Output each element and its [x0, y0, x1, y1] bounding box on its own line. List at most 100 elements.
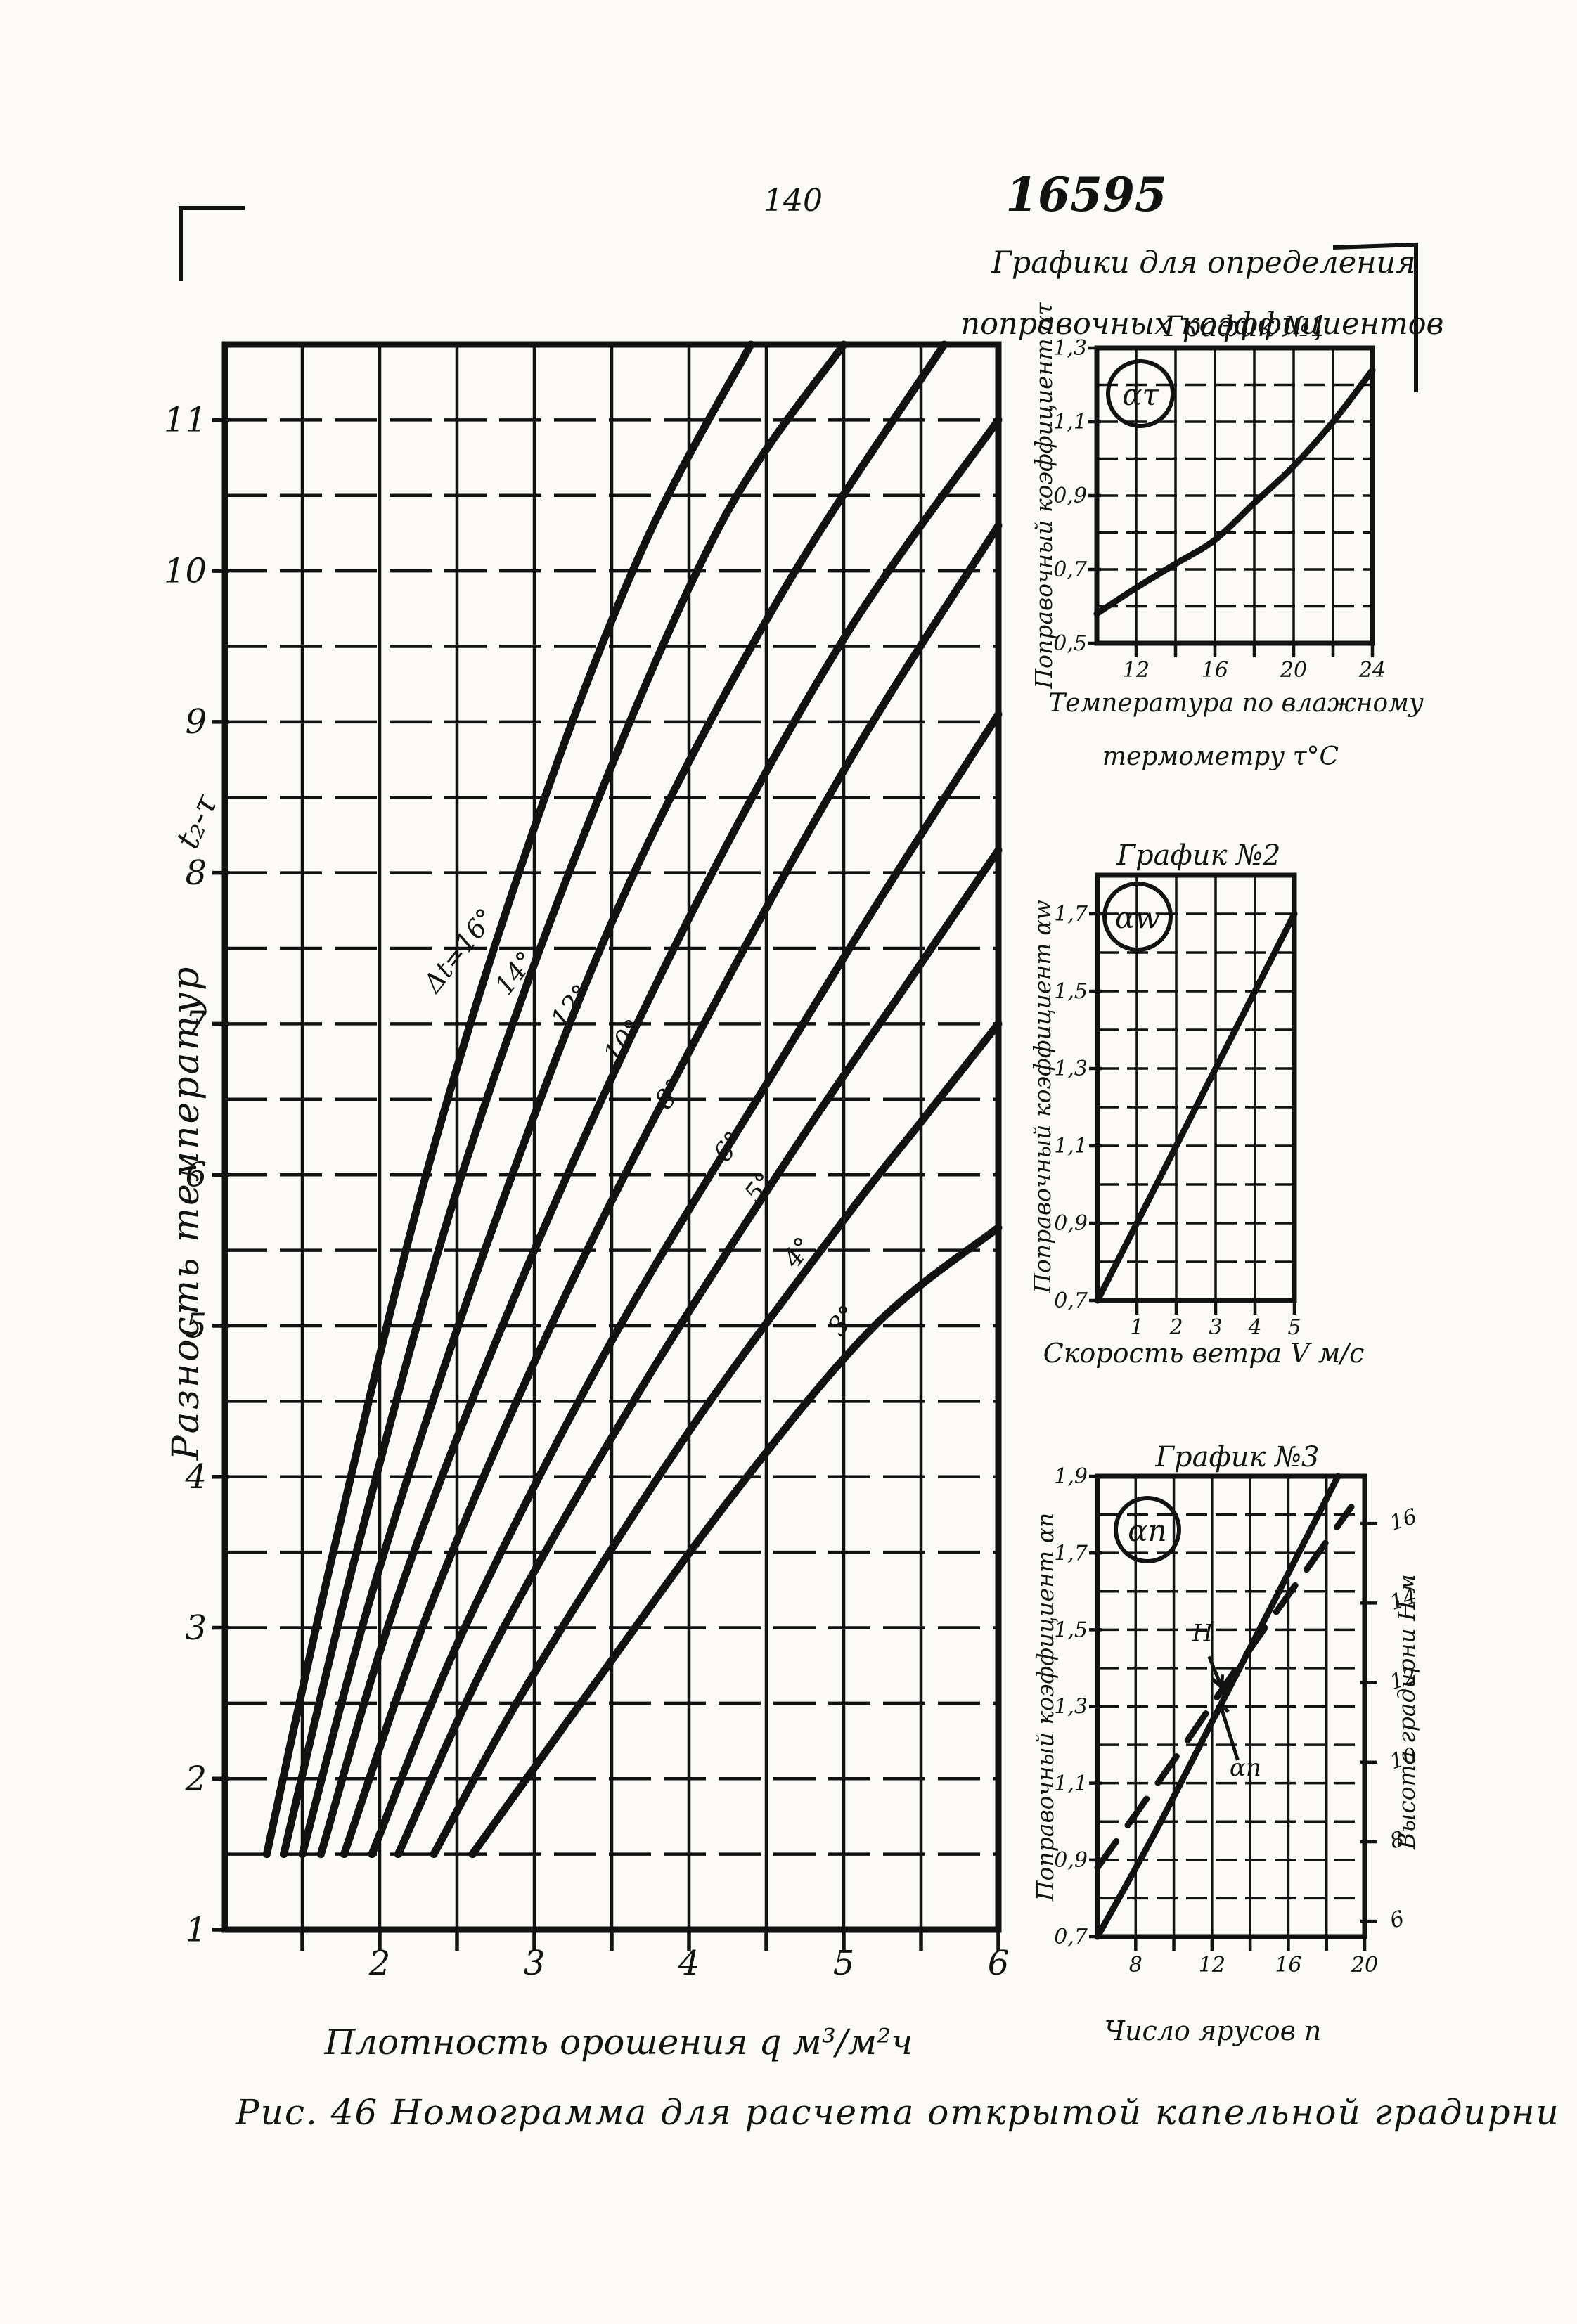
curve-ατ: [1093, 367, 1376, 617]
x-tick-label: 6: [988, 1944, 1010, 1983]
y-tick-label: 3: [185, 1608, 207, 1648]
y-tick-label: 6: [185, 1156, 207, 1195]
corner-mark-right-icon: [1332, 242, 1418, 392]
curve-Δt=10°: [316, 415, 1003, 1859]
x-tick-label: 16: [1202, 658, 1228, 683]
y-tick-label: 1,9: [1054, 1464, 1088, 1489]
y-tick-label: 10: [164, 551, 207, 590]
header: 140 16595 Графики для определения поправ…: [179, 167, 1444, 392]
grafik1-x-axis-label-line1: Температура по влажному: [1048, 689, 1424, 718]
grafik3-y2-axis-label: Высота градирни H м: [1393, 1574, 1420, 1850]
y-tick-label: 1: [185, 1910, 207, 1949]
grafik2-title: График №2: [1116, 839, 1281, 872]
y-tick-label: 0,9: [1054, 1211, 1088, 1236]
plot-border: [1095, 872, 1297, 1303]
y-tick-label: 0,7: [1053, 557, 1088, 582]
curve-Δt=16°: [262, 340, 755, 1859]
grafik3-chart: График №3 8 12 16 200,70,91,11,31,51,71,968…: [1031, 1441, 1420, 2046]
annotation-arrow-H-icon: [1207, 1655, 1225, 1689]
y-tick-label: 9: [185, 702, 207, 742]
grafik1-badge-circle-icon: [1106, 359, 1175, 428]
y-tick-label: 0,5: [1053, 631, 1087, 656]
x-tick-label: 24: [1358, 658, 1386, 683]
curve-Δt=12°: [298, 340, 948, 1859]
y-tick-label: 1,3: [1054, 1695, 1088, 1719]
y-tick-label: 0,7: [1054, 1289, 1088, 1313]
page-number: 140: [764, 183, 823, 219]
curve-Δt=8°: [340, 522, 1003, 1859]
y-tick-label: 11: [164, 401, 207, 440]
y2-tick-label: 6: [1387, 1906, 1408, 1934]
grafik2-x-axis-label: Скорость ветра V м/с: [1043, 1338, 1365, 1369]
grafik2-chart: График №2 1 2 3 4 5 0,7 0,9 1,1 1,3 1,5 1,7 αw Поп…: [1029, 839, 1364, 1369]
nomogram-x-axis-label: Плотность орошения q м³/м²ч: [324, 2022, 913, 2062]
grafik3-plot: 8 12 16 200,70,91,11,31,51,71,96810121416αn…: [1054, 1464, 1420, 1977]
curve-label-Δt=6°: 6°: [707, 1125, 749, 1168]
grafik1-x-axis-label-line2: термометру τ°C: [1102, 742, 1339, 771]
y-tick-label: 1,1: [1054, 1134, 1088, 1158]
curve-label-Δt=16°: Δt=16°: [417, 903, 501, 999]
grafik3-badge: αn: [1128, 1513, 1166, 1548]
curve-label-Δt=12°: 12°: [545, 979, 597, 1033]
x-tick-label: 4: [678, 1944, 700, 1983]
grafik2-badge: αw: [1115, 900, 1160, 935]
header-note-line1: Графики для определения: [991, 245, 1415, 280]
x-tick-label: 20: [1351, 1953, 1378, 1977]
figure-caption: Рис. 46 Номограмма для расчета открытой …: [235, 2092, 1560, 2133]
curve-Δt=3°: [468, 1223, 1003, 1859]
x-tick-label: 12: [1123, 658, 1150, 683]
curve-label-Δt=3°: 3°: [822, 1299, 864, 1341]
x-tick-label: 3: [1209, 1315, 1222, 1340]
y-tick-label: 1,3: [1054, 1057, 1088, 1081]
curve-Δt=5°: [394, 846, 1003, 1859]
y-tick-label: 5: [185, 1306, 207, 1345]
grafik3-badge-circle-icon: [1114, 1496, 1181, 1563]
nomogram-chart: 2 3 4 5 61234567891011Δt=16°14°12°10°8°6°5°4…: [164, 340, 1010, 2062]
grafik2-badge-circle-icon: [1102, 882, 1173, 952]
curve-αw: [1094, 910, 1298, 1304]
grafik2-y-axis-label: Поправочный коэффициент αw: [1029, 900, 1056, 1294]
x-tick-label: 3: [524, 1944, 546, 1983]
nomogram-y-axis-label: Разность температур: [165, 965, 207, 1461]
x-tick-label: 20: [1280, 658, 1307, 683]
x-tick-label: 1: [1130, 1315, 1143, 1340]
x-tick-label: 2: [1169, 1315, 1183, 1340]
y-tick-label: 8: [185, 853, 207, 893]
curve-label-αn: αn: [1230, 1754, 1261, 1782]
x-tick-label: 16: [1275, 1953, 1301, 1977]
grafik1-y-axis-label: Поправочный коэффициент ατ: [1030, 302, 1057, 690]
curve-H: [1094, 1504, 1355, 1871]
y-tick-label: 4: [184, 1457, 207, 1497]
y-tick-label: 1,7: [1054, 1541, 1088, 1566]
x-tick-label: 5: [833, 1944, 855, 1983]
grafik1-plot: 12 16 20 24 0,5 0,7 0,9 1,1 1,3: [1053, 336, 1386, 683]
doc-number: 16595: [1005, 167, 1167, 222]
x-tick-label: 4: [1247, 1315, 1261, 1340]
y-tick-label: 1,5: [1054, 1618, 1088, 1643]
y-tick-label: 2: [184, 1760, 207, 1799]
curve-αn: [1094, 1473, 1341, 1940]
y-tick-label: 1,1: [1054, 1771, 1088, 1796]
y-tick-label: 1,7: [1054, 902, 1088, 927]
curve-Δt=4°: [430, 1019, 1003, 1859]
nomogram-plot: 2 3 4 5 61234567891011Δt=16°14°12°10°8°6°5°4…: [164, 340, 1010, 1983]
y2-tick-label: 16: [1387, 1504, 1420, 1536]
curve-Δt=14°: [280, 340, 848, 1859]
y-tick-label: 7: [185, 1005, 207, 1044]
grafik3-y-axis-label: Поправочный коэффициент αn: [1031, 1513, 1059, 1902]
curve-Δt=6°: [368, 710, 1003, 1859]
grafik3-title: График №3: [1155, 1441, 1320, 1473]
y-tick-label: 0,7: [1054, 1925, 1088, 1949]
y-tick-label: 1,5: [1054, 979, 1088, 1004]
grafik1-badge: ατ: [1122, 377, 1159, 412]
y-tick-label: 0,9: [1054, 1848, 1088, 1873]
grafik3-x-axis-label: Число ярусов n: [1105, 2015, 1322, 2046]
x-tick-label: 5: [1287, 1315, 1301, 1340]
y-tick-label: 1,3: [1053, 336, 1087, 361]
header-note-line2: поправочных коэффициентов: [960, 306, 1443, 342]
x-tick-label: 2: [368, 1944, 391, 1983]
corner-mark-left-icon: [179, 206, 245, 281]
grafik1-chart: График №1 12 16 20 24 0,5 0,7 0,9 1,1 1,3 ατ Поп…: [1030, 302, 1424, 771]
